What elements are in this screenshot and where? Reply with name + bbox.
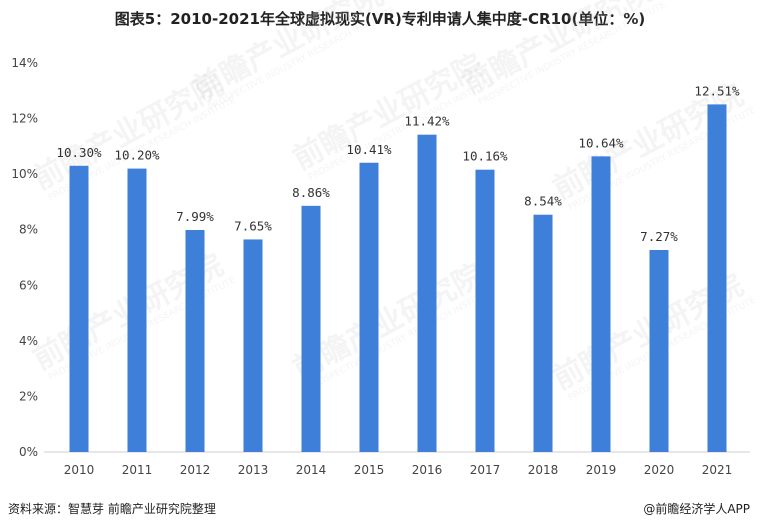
bar <box>417 134 437 453</box>
data-label: 7.65% <box>234 218 272 233</box>
x-tick-label: 2011 <box>122 463 153 477</box>
data-label: 10.64% <box>578 135 624 150</box>
x-tick-label: 2018 <box>528 463 559 477</box>
svg-text:前瞻产业研究院: 前瞻产业研究院 <box>187 0 389 107</box>
bar <box>301 205 321 452</box>
data-label: 10.30% <box>56 145 102 160</box>
bar <box>591 156 611 453</box>
x-tick-label: 2017 <box>470 463 501 477</box>
bar <box>69 165 89 453</box>
bar <box>359 162 379 452</box>
data-label: 7.99% <box>176 209 214 224</box>
bars <box>69 104 727 453</box>
y-tick-label: 6% <box>19 278 38 292</box>
x-tick-label: 2016 <box>412 463 443 477</box>
y-tick-label: 0% <box>19 445 38 459</box>
bar <box>243 239 263 452</box>
y-axis: 0% 2% 4% 6% 8% 10% 12% 14% <box>11 56 38 459</box>
y-tick-label: 10% <box>11 167 38 181</box>
data-label: 11.42% <box>404 114 450 129</box>
x-tick-label: 2014 <box>296 463 327 477</box>
x-tick-label: 2015 <box>354 463 385 477</box>
svg-text:前瞻产业研究院: 前瞻产业研究院 <box>457 0 659 102</box>
bar <box>533 214 553 452</box>
y-tick-label: 4% <box>19 334 38 348</box>
y-tick-label: 14% <box>11 56 38 70</box>
x-tick-label: 2020 <box>644 463 675 477</box>
bar <box>185 229 205 452</box>
y-tick-label: 8% <box>19 223 38 237</box>
data-label: 12.51% <box>694 83 740 98</box>
bar <box>127 168 147 453</box>
brand-credit: @前瞻经济学人APP <box>643 502 750 516</box>
data-label: 10.20% <box>114 148 160 163</box>
x-tick-label: 2021 <box>702 463 733 477</box>
bar <box>475 169 495 452</box>
y-tick-label: 12% <box>11 112 38 126</box>
x-axis: 2010 2011 2012 2013 2014 2015 2016 2017 2018 2019… <box>64 463 733 477</box>
y-tick-label: 2% <box>19 389 38 403</box>
data-label: 10.41% <box>346 142 392 157</box>
bar <box>649 249 669 452</box>
svg-text:前瞻产业研究院: 前瞻产业研究院 <box>287 48 489 177</box>
x-tick-label: 2010 <box>64 463 95 477</box>
data-label: 7.27% <box>640 229 678 244</box>
data-label: 8.54% <box>524 194 562 209</box>
x-tick-label: 2013 <box>238 463 269 477</box>
source-note: 资料来源：智慧芽 前瞻产业研究院整理 <box>8 502 216 516</box>
data-label: 10.16% <box>462 149 508 164</box>
chart-title: 图表5：2010-2021年全球虚拟现实(VR)专利申请人集中度-CR10(单位… <box>114 10 646 28</box>
x-tick-label: 2012 <box>180 463 211 477</box>
data-label: 8.86% <box>292 185 330 200</box>
bar <box>707 104 727 453</box>
x-tick-label: 2019 <box>586 463 617 477</box>
data-labels: 10.30% 10.20% 7.99% 7.65% 8.86% 10.41% 11.42% 1… <box>56 83 740 244</box>
